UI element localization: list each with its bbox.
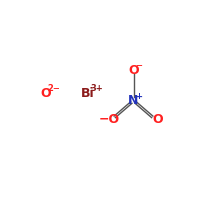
Text: O: O [40, 87, 51, 100]
Text: 3+: 3+ [91, 84, 104, 93]
Text: −O: −O [99, 113, 120, 126]
Text: +: + [135, 92, 142, 101]
Text: N: N [128, 95, 139, 108]
Text: O: O [128, 64, 139, 77]
Text: −: − [135, 61, 142, 70]
Text: 2−: 2− [47, 84, 60, 93]
Text: Bi: Bi [81, 87, 94, 100]
Text: O: O [152, 113, 163, 126]
